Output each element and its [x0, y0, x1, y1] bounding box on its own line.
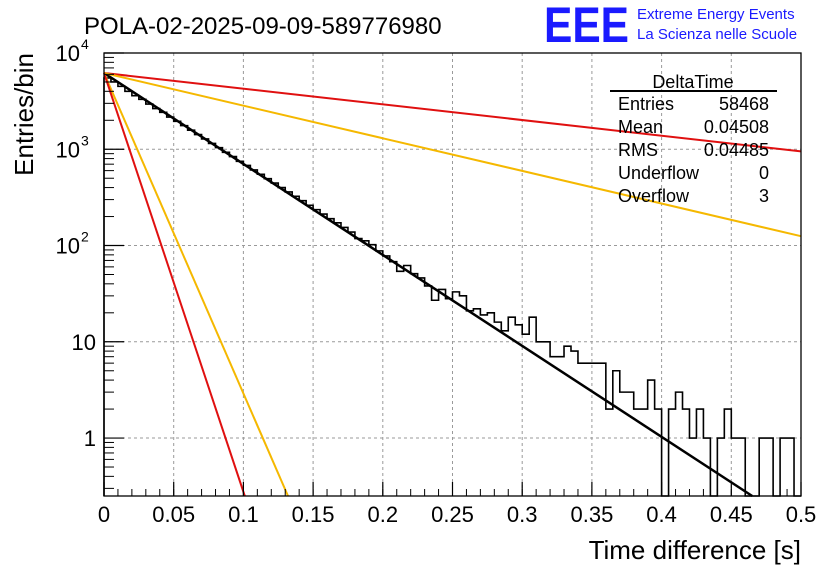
stats-label: Mean: [618, 117, 663, 137]
y-tick-exponent: 4: [81, 36, 89, 52]
y-tick-label: 10: [56, 137, 80, 162]
y-tick-exponent: 2: [81, 229, 89, 245]
line-orange-fast: [103, 72, 289, 497]
stats-value: 58468: [719, 94, 769, 114]
stats-value: 0.04485: [704, 140, 769, 160]
x-tick-label: 0: [98, 502, 110, 527]
x-tick-label: 0.4: [646, 502, 677, 527]
y-tick-label: 1: [84, 426, 96, 451]
x-tick-label: 0.1: [228, 502, 259, 527]
eee-logo-mark: EEE: [544, 0, 629, 53]
eee-logo: EEE Extreme Energy Events La Scienza nel…: [544, 0, 797, 53]
x-tick-label: 0.5: [786, 502, 817, 527]
x-tick-label: 0.35: [570, 502, 613, 527]
stats-title: DeltaTime: [652, 72, 733, 92]
stats-value: 0: [759, 163, 769, 183]
y-tick-label: 10: [56, 41, 80, 66]
eee-logo-line-1: Extreme Energy Events: [637, 6, 795, 23]
stats-label: Entries: [618, 94, 674, 114]
line-fit: [103, 71, 753, 498]
x-tick-label: 0.2: [368, 502, 399, 527]
x-tick-labels: 0 0.05 0.1 0.15 0.2 0.25 0.3 0.35 0.4 0.45 0.5: [98, 502, 816, 527]
eee-logo-line-2: La Scienza nelle Scuole: [637, 26, 797, 43]
axis-ticks: [103, 52, 802, 496]
line-red-fast: [103, 72, 246, 497]
fit-lines: [103, 71, 802, 498]
chart-title: POLA-02-2025-09-09-589776980: [84, 13, 442, 40]
y-tick-label: 10: [56, 234, 80, 259]
x-axis-title: Time difference [s]: [589, 535, 801, 565]
line-red-slow: [103, 71, 802, 153]
x-tick-label: 0.15: [292, 502, 335, 527]
y-axis-title: Entries/bin: [9, 53, 39, 176]
stats-label: Underflow: [618, 163, 700, 183]
stats-label: Overflow: [618, 186, 690, 206]
stats-box: DeltaTime Entries 58468 Mean 0.04508 RMS 0.04…: [610, 72, 777, 206]
stats-value: 3: [759, 186, 769, 206]
stats-rows: Entries 58468 Mean 0.04508 RMS 0.04485Underfl…: [618, 94, 769, 206]
y-tick-label: 10: [72, 330, 96, 355]
x-tick-label: 0.45: [710, 502, 753, 527]
x-tick-label: 0.25: [431, 502, 474, 527]
line-orange-slow: [103, 72, 802, 238]
x-tick-label: 0.3: [507, 502, 538, 527]
y-tick-exponent: 3: [81, 132, 89, 148]
stats-value: 0.04508: [704, 117, 769, 137]
stats-label: RMS: [618, 140, 658, 160]
x-tick-label: 0.05: [152, 502, 195, 527]
